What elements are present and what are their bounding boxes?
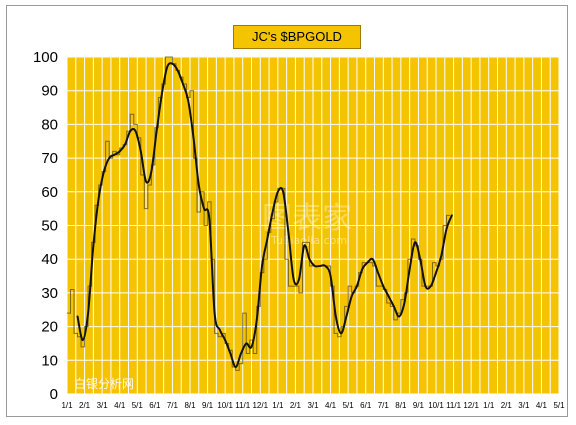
y-tick-label-4: 40 xyxy=(41,251,58,268)
x-tick-label-9: 10/1 xyxy=(217,401,233,410)
x-tick-label-5: 6/1 xyxy=(149,401,161,410)
y-tick-label-3: 30 xyxy=(41,285,58,302)
x-tick-label-22: 11/1 xyxy=(446,401,462,410)
x-tick-label-2: 3/1 xyxy=(97,401,109,410)
x-tick-label-7: 8/1 xyxy=(184,401,196,410)
x-tick-label-4: 5/1 xyxy=(132,401,144,410)
y-tick-label-7: 70 xyxy=(41,150,58,167)
x-tick-label-17: 6/1 xyxy=(360,401,372,410)
x-tick-label-14: 3/1 xyxy=(307,401,319,410)
y-tick-label-9: 90 xyxy=(41,83,58,100)
y-tick-label-1: 10 xyxy=(41,352,58,369)
x-tick-label-27: 4/1 xyxy=(536,401,548,410)
y-tick-label-0: 0 xyxy=(50,386,58,403)
series-smooth-line xyxy=(76,62,453,369)
x-tick-label-23: 12/1 xyxy=(463,401,479,410)
x-tick-label-3: 4/1 xyxy=(114,401,126,410)
x-tick-label-13: 2/1 xyxy=(290,401,302,410)
y-tick-label-10: 100 xyxy=(33,49,58,66)
watermark-logo: 图表家 xyxy=(262,201,352,236)
x-tick-label-0: 1/1 xyxy=(61,401,73,410)
watermark-text-bottom: 白银分析网 xyxy=(74,377,135,391)
grid-lines xyxy=(66,56,560,395)
series-layer xyxy=(67,56,453,371)
x-tick-label-19: 8/1 xyxy=(395,401,407,410)
x-tick-label-26: 3/1 xyxy=(518,401,530,410)
x-tick-label-20: 9/1 xyxy=(413,401,425,410)
x-tick-label-12: 1/1 xyxy=(272,401,284,410)
x-tick-label-16: 5/1 xyxy=(343,401,355,410)
y-tick-label-6: 60 xyxy=(41,184,58,201)
x-tick-label-28: 5/1 xyxy=(553,401,565,410)
x-tick-label-25: 2/1 xyxy=(501,401,513,410)
x-tick-label-11: 12/1 xyxy=(252,401,268,410)
x-tick-label-21: 10/1 xyxy=(428,401,444,410)
x-tick-label-8: 9/1 xyxy=(202,401,214,410)
watermark-url: TuBiaoJia.com xyxy=(270,234,347,247)
y-axis: 0 10 20 30 40 50 60 70 80 90 100 xyxy=(33,49,58,403)
x-axis: 1/1 2/1 3/1 4/1 5/1 6/1 7/1 8/1 9/1 10/1 11/1 12/1 1… xyxy=(61,401,565,410)
chart-frame: 图表家 TuBiaoJia.com 0 10 20 30 40 50 60 70 80 90 100 … xyxy=(6,5,568,417)
y-tick-label-8: 80 xyxy=(41,116,58,133)
x-tick-label-6: 7/1 xyxy=(167,401,179,410)
x-tick-label-1: 2/1 xyxy=(79,401,91,410)
y-tick-label-5: 50 xyxy=(41,218,58,235)
x-tick-label-24: 1/1 xyxy=(483,401,495,410)
chart-title: JC's $BPGOLD xyxy=(233,25,361,49)
x-tick-label-18: 7/1 xyxy=(378,401,390,410)
y-tick-label-2: 20 xyxy=(41,319,58,336)
x-tick-label-10: 11/1 xyxy=(235,401,251,410)
x-tick-label-15: 4/1 xyxy=(325,401,337,410)
